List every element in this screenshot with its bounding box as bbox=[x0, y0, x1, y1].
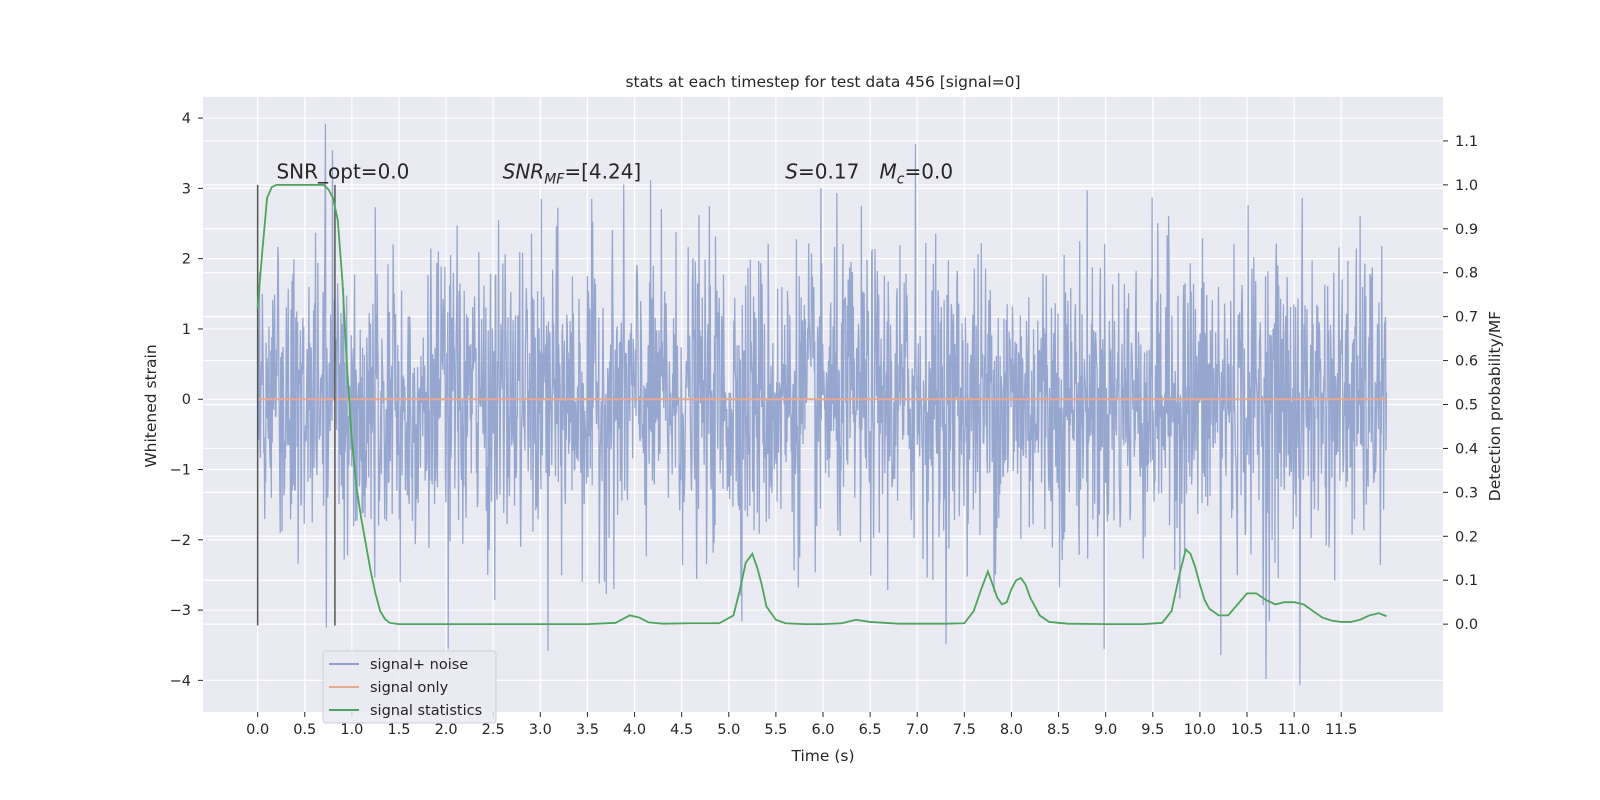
x-tick-label: 6.5 bbox=[859, 722, 882, 738]
annotation-part: MF bbox=[544, 171, 565, 187]
legend-label: signal statistics bbox=[370, 703, 482, 719]
y-right-tick-label: 0.1 bbox=[1455, 573, 1478, 589]
signal-statistics-line bbox=[256, 183, 1387, 626]
annotation-part: S bbox=[785, 159, 798, 183]
annotations: SNR_opt=0.0 SNRMF=[4.24] S=0.17 Mc=0.0 bbox=[276, 159, 953, 187]
legend-label: signal only bbox=[370, 680, 449, 696]
annotation-part: =[4.24] bbox=[564, 159, 641, 183]
series-signal-noise bbox=[257, 123, 1388, 686]
x-tick-label: 9.0 bbox=[1094, 722, 1117, 738]
x-tick-label: 7.0 bbox=[906, 722, 929, 738]
x-tick-label: 10.5 bbox=[1231, 722, 1263, 738]
y-tick-label: −2 bbox=[170, 533, 191, 549]
annotation-part: =0.17 bbox=[798, 159, 859, 183]
y-right-tick-label: 0.8 bbox=[1455, 266, 1478, 282]
y-right-tick-label: 0.5 bbox=[1455, 398, 1478, 414]
chart-title: stats at each timestep for test data 456… bbox=[625, 73, 1020, 91]
x-tick-label: 3.5 bbox=[576, 722, 599, 738]
annotation-part: M bbox=[880, 159, 897, 183]
series-signal-statistics bbox=[256, 183, 1387, 626]
x-tick-label: 10.0 bbox=[1184, 722, 1216, 738]
y-right-axis-label: Detection probability/MF bbox=[1486, 311, 1504, 502]
x-tick-label: 6.0 bbox=[811, 722, 834, 738]
x-tick-label: 4.5 bbox=[670, 722, 693, 738]
x-tick-label: 4.0 bbox=[623, 722, 646, 738]
x-tick-label: 1.5 bbox=[387, 722, 410, 738]
x-tick-label: 5.0 bbox=[717, 722, 740, 738]
annotation-chirp-mass: Mc=0.0 bbox=[880, 159, 954, 187]
legend-label: signal+ noise bbox=[370, 657, 468, 673]
y-tick-label: −4 bbox=[170, 673, 191, 689]
legend: signal+ noise signal only signal statistic… bbox=[322, 650, 497, 724]
axes: 0.0 0.5 1.0 1.5 2.0 2.5 3.0 3.5 4.0 4.5 5.0 5.5 6.0 6… bbox=[170, 111, 1478, 738]
y-tick-label: 2 bbox=[182, 252, 191, 268]
y-right-tick-label: 0.2 bbox=[1455, 529, 1478, 545]
x-tick-label: 3.0 bbox=[529, 722, 552, 738]
annotation-part: SNR bbox=[503, 159, 545, 183]
y-right-tick-label: 1.0 bbox=[1455, 178, 1478, 194]
signal-noise-line bbox=[257, 123, 1388, 686]
x-tick-label: 8.5 bbox=[1047, 722, 1070, 738]
y-axis-label: Whitened strain bbox=[142, 344, 160, 467]
x-tick-label: 8.0 bbox=[1000, 722, 1023, 738]
y-tick-label: −3 bbox=[170, 603, 191, 619]
annotation-part: c bbox=[897, 171, 905, 187]
x-tick-label: 2.5 bbox=[482, 722, 505, 738]
x-tick-label: 5.5 bbox=[764, 722, 787, 738]
x-tick-label: 0.5 bbox=[293, 722, 316, 738]
annotation-stat-s: S=0.17 bbox=[785, 159, 859, 183]
x-tick-label: 7.5 bbox=[953, 722, 976, 738]
x-tick-label: 0.0 bbox=[246, 722, 269, 738]
y-tick-label: 3 bbox=[182, 181, 191, 197]
y-tick-label: 1 bbox=[182, 322, 191, 338]
y-right-tick-label: 0.0 bbox=[1455, 617, 1478, 633]
y-right-tick-label: 1.1 bbox=[1455, 134, 1478, 150]
y-right-tick-label: 0.6 bbox=[1455, 354, 1478, 370]
y-right-tick-label: 0.9 bbox=[1455, 222, 1478, 238]
y-right-tick-label: 0.3 bbox=[1455, 485, 1478, 501]
x-tick-label: 1.0 bbox=[340, 722, 363, 738]
vertical-markers bbox=[256, 184, 336, 626]
annotation-snr-mf: SNRMF=[4.24] bbox=[503, 159, 642, 187]
x-axis-label: Time (s) bbox=[790, 747, 854, 765]
x-tick-label: 9.5 bbox=[1141, 722, 1164, 738]
y-tick-label: 4 bbox=[182, 111, 191, 127]
annotation-part: =0.0 bbox=[905, 159, 954, 183]
y-right-tick-label: 0.7 bbox=[1455, 310, 1478, 326]
y-tick-label: −1 bbox=[170, 463, 191, 479]
y-tick-label: 0 bbox=[182, 392, 191, 408]
legend-box bbox=[322, 650, 497, 724]
x-tick-label: 11.5 bbox=[1325, 722, 1357, 738]
annotation-part: SNR_opt=0.0 bbox=[276, 159, 409, 183]
y-right-tick-label: 0.4 bbox=[1455, 441, 1478, 457]
x-tick-label: 2.0 bbox=[435, 722, 458, 738]
x-tick-label: 11.0 bbox=[1278, 722, 1310, 738]
annotation-snr-opt: SNR_opt=0.0 bbox=[276, 159, 409, 183]
